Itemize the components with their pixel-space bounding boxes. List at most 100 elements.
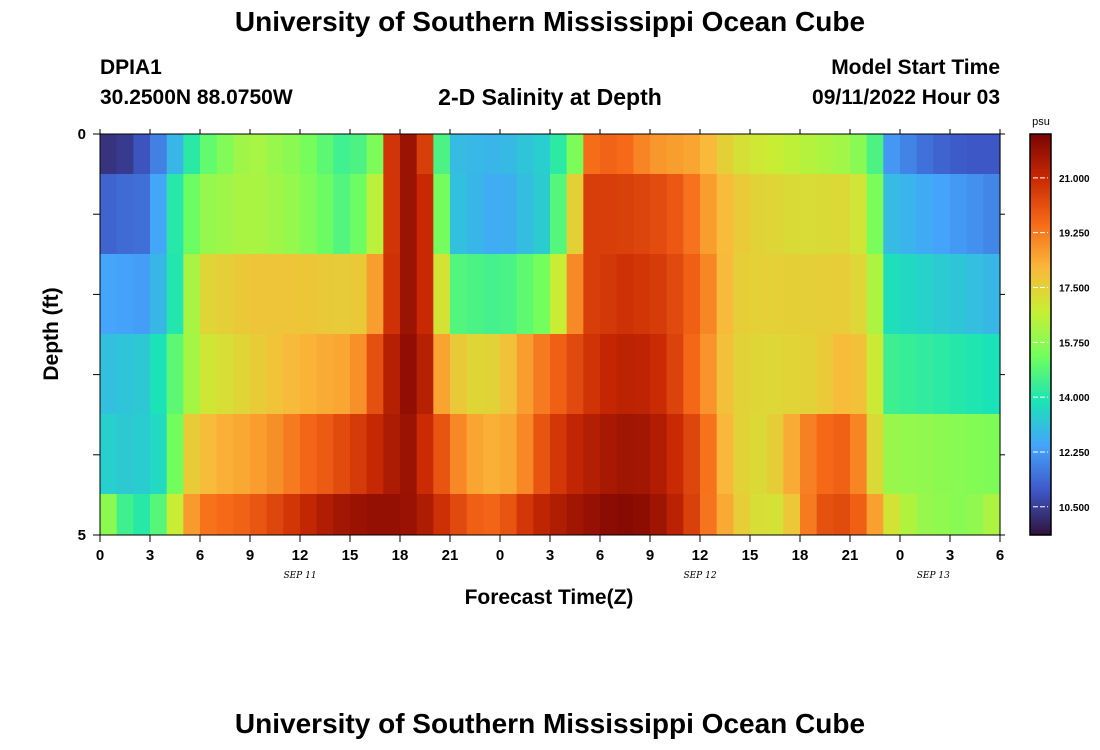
- heatmap-cell: [700, 174, 718, 254]
- heatmap-cell: [766, 494, 784, 535]
- heatmap-cell: [150, 494, 168, 535]
- heatmap-cell: [616, 254, 634, 334]
- heatmap-cell: [900, 174, 918, 254]
- heatmap-cell: [550, 254, 568, 334]
- heatmap-cell: [300, 254, 318, 334]
- heatmap-cell: [900, 494, 918, 535]
- y-axis-ticks: 05: [78, 126, 1005, 544]
- heatmap-cell: [200, 254, 218, 334]
- heatmap-cell: [916, 334, 934, 414]
- heatmap-cell: [583, 414, 601, 494]
- heatmap-cell: [300, 174, 318, 254]
- heatmap-cell: [400, 134, 418, 174]
- heatmap-cell: [600, 174, 618, 254]
- heatmap-cell: [233, 174, 251, 254]
- heatmap-cell: [333, 414, 351, 494]
- heatmap-cell: [700, 414, 718, 494]
- heatmap-cell: [566, 174, 584, 254]
- heatmap-cell: [516, 254, 534, 334]
- y-axis-title: Depth (ft): [40, 287, 63, 380]
- heatmap-cell: [466, 254, 484, 334]
- heatmap-cell: [750, 334, 768, 414]
- heatmap-cell: [866, 134, 884, 174]
- heatmap-cell: [950, 494, 968, 535]
- heatmap-cell: [850, 334, 868, 414]
- heatmap-cell: [116, 494, 134, 535]
- heatmap-cell: [533, 254, 551, 334]
- heatmap-cell: [650, 334, 668, 414]
- heatmap-cell: [183, 494, 201, 535]
- heatmap-cell: [550, 134, 568, 174]
- heatmap-cell: [800, 334, 818, 414]
- heatmap-cell: [450, 254, 468, 334]
- x-tick-label: 3: [146, 547, 154, 564]
- heatmap-cell: [483, 334, 501, 414]
- heatmap-cell: [733, 254, 751, 334]
- heatmap-cell: [566, 254, 584, 334]
- heatmap-cell: [933, 414, 951, 494]
- heatmap-cell: [733, 334, 751, 414]
- heatmap-cell: [516, 414, 534, 494]
- heatmap-cell: [250, 334, 268, 414]
- heatmap-cell: [516, 134, 534, 174]
- x-tick-label: 21: [842, 547, 859, 564]
- heatmap-cell: [800, 134, 818, 174]
- heatmap-cell: [750, 134, 768, 174]
- heatmap-cell: [333, 174, 351, 254]
- heatmap-cell: [416, 494, 434, 535]
- heatmap-cell: [100, 134, 118, 174]
- heatmap-cell: [650, 414, 668, 494]
- x-tick-label: 12: [292, 547, 309, 564]
- heatmap-cell: [933, 334, 951, 414]
- colorbar-tick-label: 19.250: [1059, 229, 1090, 240]
- heatmap-cell: [566, 134, 584, 174]
- heatmap-cell: [816, 334, 834, 414]
- heatmap-cell: [866, 414, 884, 494]
- heatmap-cell: [483, 174, 501, 254]
- x-tick-label: 15: [742, 547, 759, 564]
- heatmap-cell: [316, 134, 334, 174]
- heatmap-cell: [150, 174, 168, 254]
- heatmap-cell: [383, 134, 401, 174]
- heatmap-cell: [900, 334, 918, 414]
- colorbar-units: psu: [1032, 116, 1050, 128]
- heatmap-cell: [650, 134, 668, 174]
- heatmap-cell: [883, 494, 901, 535]
- heatmap-cell: [633, 254, 651, 334]
- x-tick-label: 0: [96, 547, 104, 564]
- heatmap-cell: [366, 414, 384, 494]
- heatmap-cell: [283, 134, 301, 174]
- heatmap-cell: [316, 254, 334, 334]
- heatmap-cell: [233, 414, 251, 494]
- heatmap-cell: [716, 334, 734, 414]
- heatmap-cell: [750, 414, 768, 494]
- heatmap-cell: [316, 494, 334, 535]
- heatmap-cell: [233, 254, 251, 334]
- heatmap-cell: [383, 174, 401, 254]
- heatmap-cell: [366, 494, 384, 535]
- heatmap-cell: [283, 414, 301, 494]
- heatmap-cell: [300, 334, 318, 414]
- heatmap-cell: [216, 494, 234, 535]
- heatmap-cell: [133, 334, 151, 414]
- heatmap-cell: [283, 254, 301, 334]
- heatmap-cell: [766, 134, 784, 174]
- heatmap-cell: [200, 174, 218, 254]
- heatmap-cell: [166, 174, 184, 254]
- heatmap-cell: [216, 334, 234, 414]
- heatmap-cell: [800, 494, 818, 535]
- heatmap-cell: [416, 174, 434, 254]
- heatmap-cell: [600, 134, 618, 174]
- heatmap-cell: [283, 494, 301, 535]
- x-tick-label: 12: [692, 547, 709, 564]
- heatmap-cell: [966, 134, 984, 174]
- plot-frame: [99, 133, 1001, 536]
- heatmap-cell: [100, 494, 118, 535]
- heatmap-cell: [900, 134, 918, 174]
- heatmap-cell: [850, 494, 868, 535]
- heatmap-cell: [233, 494, 251, 535]
- heatmap-cell: [133, 494, 151, 535]
- heatmap-cell: [266, 174, 284, 254]
- x-tick-label: 15: [342, 547, 359, 564]
- heatmap-cell: [916, 174, 934, 254]
